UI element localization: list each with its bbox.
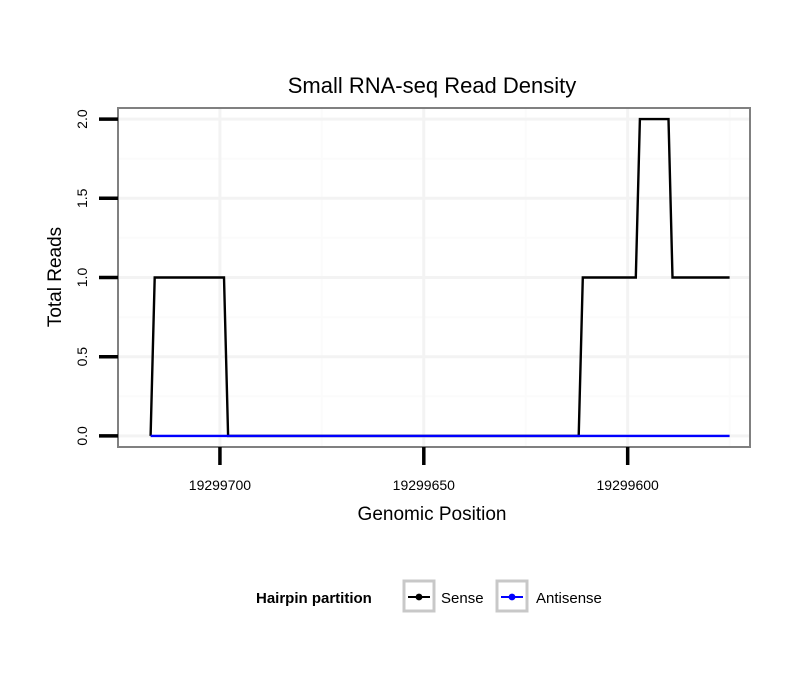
series-line-sense xyxy=(149,117,730,438)
y-tick-label: 1.5 xyxy=(74,188,90,208)
chart-title: Small RNA-seq Read Density xyxy=(288,73,577,98)
legend-item-antisense: Antisense xyxy=(495,579,602,613)
legend-item-sense: Sense xyxy=(402,579,484,613)
y-tick-label: 0.5 xyxy=(74,347,90,367)
x-axis-title: Genomic Position xyxy=(358,504,507,525)
axis-layer: 0.0 0.5 1.0 1.5 2.0 19299700 19299650 19299600 xyxy=(74,109,659,493)
legend-label-antisense: Antisense xyxy=(536,590,602,607)
legend: Hairpin partition Sense Antisense xyxy=(256,579,602,613)
legend-dot-antisense xyxy=(508,593,516,601)
legend-label-sense: Sense xyxy=(441,590,484,607)
y-tick-label: 1.0 xyxy=(74,268,90,288)
y-tick-label: 2.0 xyxy=(74,109,90,129)
x-tick-label: 19299600 xyxy=(597,477,660,493)
series-layer xyxy=(149,117,730,438)
legend-title: Hairpin partition xyxy=(256,590,372,607)
x-tick-label: 19299700 xyxy=(189,477,252,493)
y-tick-label: 0.0 xyxy=(74,426,90,446)
x-tick-label: 19299650 xyxy=(393,477,456,493)
legend-dot-sense xyxy=(415,593,423,601)
y-axis-title: Total Reads xyxy=(45,227,66,327)
